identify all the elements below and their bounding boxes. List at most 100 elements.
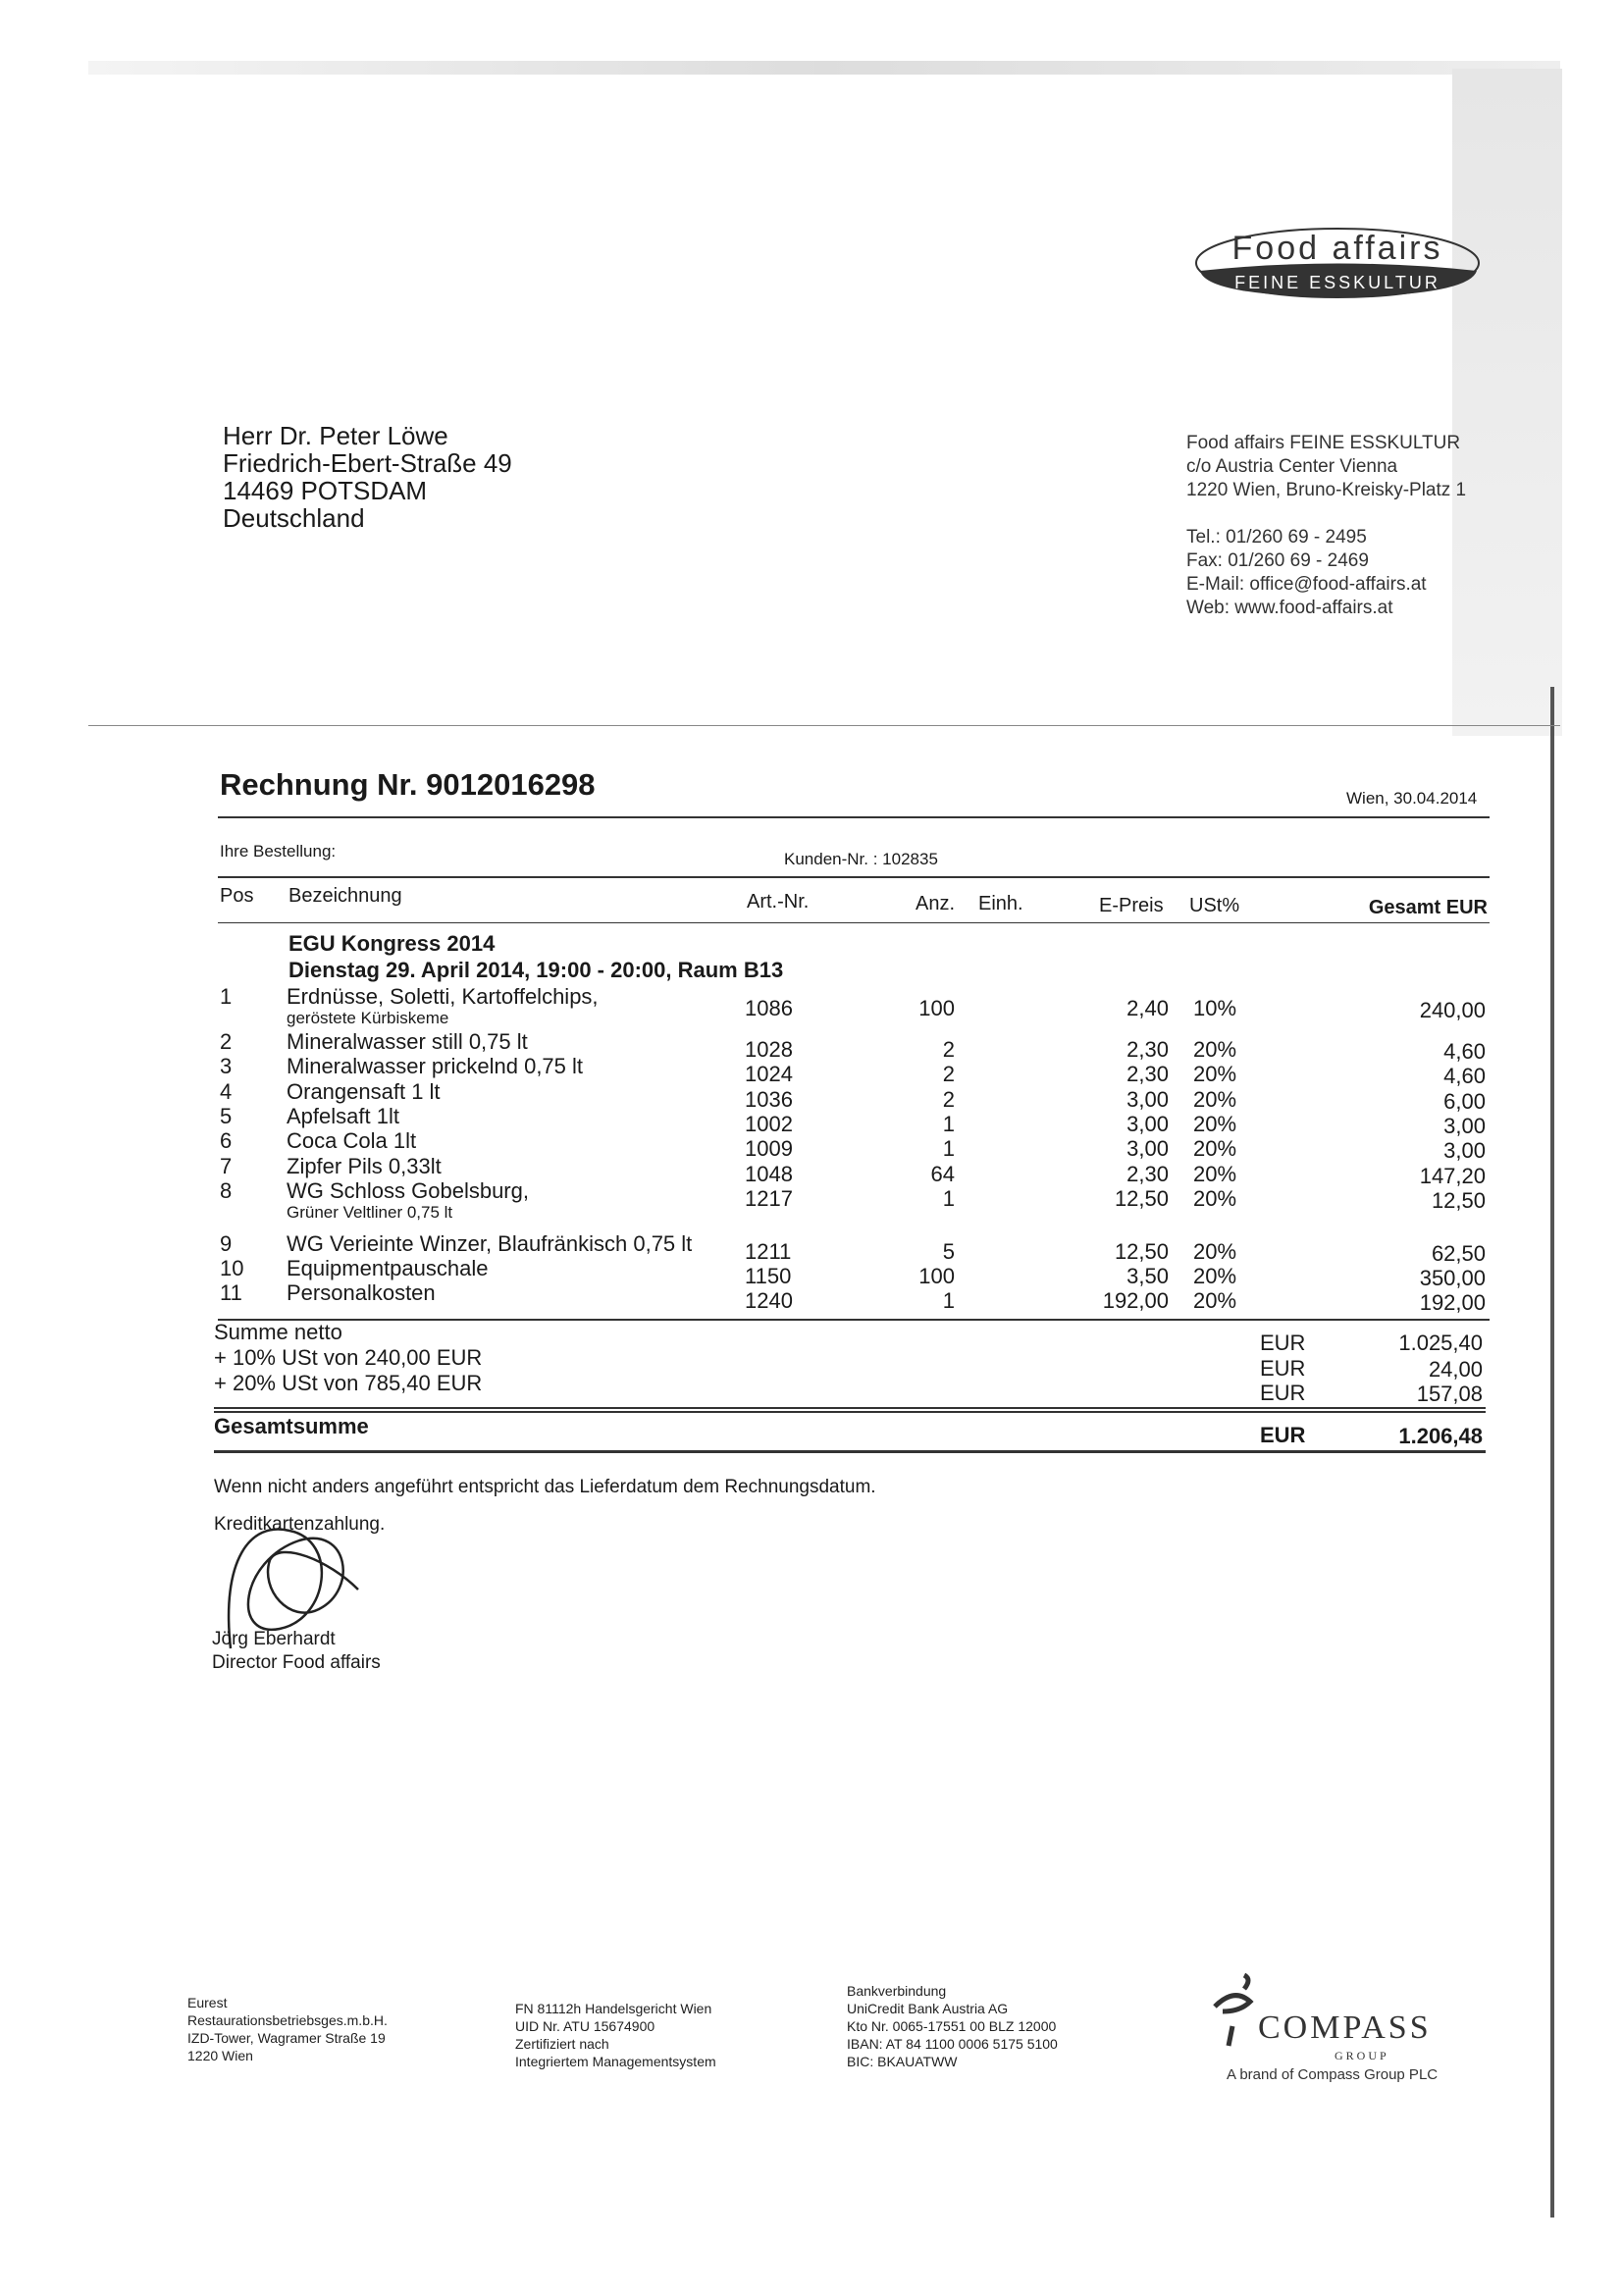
col-vat: USt% — [1189, 895, 1240, 916]
cell-qty: 1 — [942, 1186, 955, 1211]
divider — [218, 816, 1490, 818]
footer-registration: FN 81112h Handelsgericht Wien UID Nr. ATU… — [515, 2000, 716, 2070]
col-price: E-Preis — [1099, 895, 1164, 916]
cell-price: 3,00 — [1126, 1136, 1169, 1161]
vat10-label: + 10% USt von 240,00 EUR — [214, 1345, 483, 1370]
cell-art: 1150 — [745, 1264, 792, 1288]
cell-qty: 100 — [918, 996, 955, 1020]
text-line: 14469 POTSDAM — [223, 476, 428, 505]
text-line: Herr Dr. Peter Löwe — [223, 421, 448, 450]
text-line: 1220 Wien — [187, 2048, 253, 2063]
text-line: IBAN: AT 84 1100 0006 5175 5100 — [847, 2036, 1058, 2052]
net-label: Summe netto — [214, 1320, 342, 1344]
divider — [88, 725, 1560, 726]
scan-edge — [1550, 687, 1554, 2218]
cell-qty: 2 — [942, 1037, 955, 1062]
cell-price: 2,30 — [1126, 1162, 1169, 1186]
compass-brand: COMPASS — [1258, 2009, 1432, 2046]
col-pos: Pos — [220, 885, 254, 907]
text-line: Bankverbindung — [847, 1983, 947, 1999]
vat10-amount: 24,00 — [1428, 1357, 1483, 1382]
signer-title: Director Food affairs — [212, 1652, 381, 1673]
divider — [214, 1450, 1486, 1453]
cell-vat: 20% — [1193, 1062, 1237, 1086]
divider — [218, 922, 1490, 923]
svg-text:FEINE ESSKULTUR: FEINE ESSKULTUR — [1234, 273, 1440, 292]
net-currency: EUR — [1260, 1331, 1306, 1355]
cell-price: 3,50 — [1126, 1264, 1169, 1288]
cell-art: 1240 — [745, 1288, 793, 1313]
cell-price: 192,00 — [1102, 1288, 1169, 1313]
cell-vat: 20% — [1193, 1162, 1237, 1186]
cell-price: 3,00 — [1126, 1087, 1169, 1112]
food-affairs-logo: Food affairs FEINE ESSKULTUR — [1195, 228, 1480, 298]
cell-qty: 64 — [930, 1162, 955, 1186]
cell-price: 12,50 — [1114, 1239, 1169, 1264]
cell-desc: WG Schloss Gobelsburg, — [287, 1178, 529, 1203]
cell-total: 62,50 — [1431, 1241, 1486, 1266]
cell-desc: Erdnüsse, Soletti, Kartoffelchips, — [287, 984, 599, 1009]
text-line: Zertifiziert nach — [515, 2036, 609, 2052]
divider — [218, 876, 1490, 878]
cell-desc-sub: Grüner Veltliner 0,75 lt — [287, 1203, 453, 1222]
sender-address: Food affairs FEINE ESSKULTUR c/o Austria … — [1186, 432, 1466, 620]
divider — [214, 1411, 1486, 1413]
text-line: Kto Nr. 0065-17551 00 BLZ 12000 — [847, 2018, 1057, 2034]
text-line: BIC: BKAUATWW — [847, 2054, 958, 2069]
cell-desc: Personalkosten — [287, 1280, 436, 1305]
text-line: c/o Austria Center Vienna — [1186, 456, 1398, 477]
signature — [227, 1528, 359, 1649]
cell-desc: Coca Cola 1lt — [287, 1128, 417, 1153]
cell-price: 2,40 — [1126, 996, 1169, 1020]
text-line: Friedrich-Ebert-Straße 49 — [223, 448, 512, 478]
cell-total: 4,60 — [1443, 1039, 1486, 1064]
cell-pos: 7 — [220, 1154, 233, 1178]
cell-art: 1009 — [745, 1136, 793, 1161]
recipient-address: Herr Dr. Peter Löwe Friedrich-Ebert-Straß… — [223, 422, 512, 532]
cell-pos: 2 — [220, 1029, 233, 1054]
divider — [218, 1319, 1490, 1321]
cell-art: 1036 — [745, 1087, 793, 1112]
signer-name: Jörg Eberhardt — [212, 1629, 336, 1649]
cell-qty: 1 — [942, 1136, 955, 1161]
cell-total: 3,00 — [1443, 1114, 1486, 1138]
cell-qty: 2 — [942, 1062, 955, 1086]
gross-amount: 1.206,48 — [1398, 1424, 1483, 1448]
cell-pos: 1 — [220, 984, 233, 1009]
col-art: Art.-Nr. — [747, 891, 810, 913]
cell-total: 6,00 — [1443, 1089, 1486, 1114]
cell-qty: 5 — [942, 1239, 955, 1264]
text-line: Fax: 01/260 69 - 2469 — [1186, 550, 1369, 571]
text-line — [1186, 502, 1466, 526]
invoice-title: Rechnung Nr. 9012016298 — [220, 767, 596, 802]
cell-vat: 20% — [1193, 1087, 1237, 1112]
text-line: Integriertem Managementsystem — [515, 2054, 716, 2069]
cell-art: 1028 — [745, 1037, 793, 1062]
cell-desc: Equipmentpauschale — [287, 1256, 489, 1280]
gross-label: Gesamtsumme — [214, 1414, 369, 1438]
cell-vat: 20% — [1193, 1186, 1237, 1211]
cell-art: 1217 — [745, 1186, 793, 1211]
delivery-note: Wenn nicht anders angeführt entspricht d… — [214, 1477, 876, 1497]
col-desc: Bezeichnung — [288, 885, 402, 907]
cell-pos: 5 — [220, 1104, 233, 1128]
cell-price: 12,50 — [1114, 1186, 1169, 1211]
text-line: E-Mail: office@food-affairs.at — [1186, 574, 1427, 595]
cell-qty: 1 — [942, 1288, 955, 1313]
customer-number: Kunden-Nr. : 102835 — [784, 850, 938, 868]
vat20-amount: 157,08 — [1416, 1382, 1483, 1406]
scan-artifact — [88, 61, 1560, 75]
compass-group: G R O U P — [1335, 2049, 1387, 2062]
cell-price: 2,30 — [1126, 1037, 1169, 1062]
cell-total: 147,20 — [1419, 1164, 1486, 1188]
cell-art: 1086 — [745, 996, 793, 1020]
cell-desc: WG Verieinte Winzer, Blaufränkisch 0,75 … — [287, 1231, 693, 1256]
cell-qty: 100 — [918, 1264, 955, 1288]
cell-desc: Mineralwasser prickelnd 0,75 lt — [287, 1054, 584, 1078]
cell-total: 3,00 — [1443, 1138, 1486, 1163]
vat20-currency: EUR — [1260, 1381, 1306, 1405]
gross-currency: EUR — [1260, 1423, 1306, 1447]
cell-total: 12,50 — [1431, 1188, 1486, 1213]
text-line: Deutschland — [223, 503, 365, 533]
text-line: FN 81112h Handelsgericht Wien — [515, 2001, 712, 2016]
